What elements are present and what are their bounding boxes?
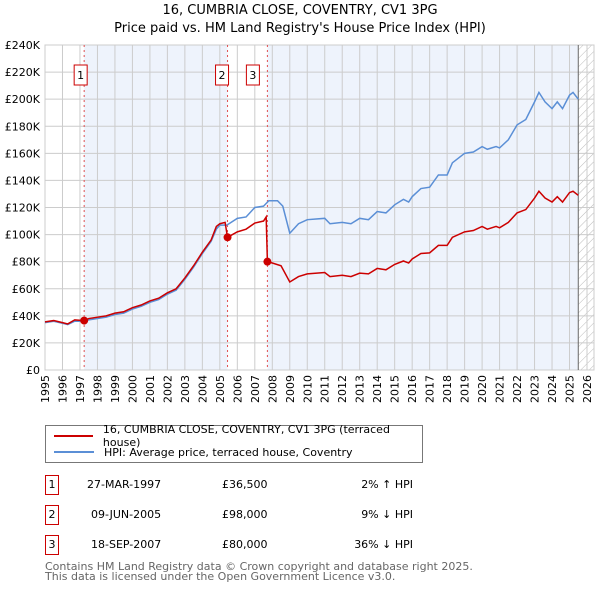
x-tick-label: 2011	[319, 375, 332, 403]
x-tick-label: 2013	[354, 375, 367, 403]
sale-date: 09-JUN-2005	[91, 508, 162, 521]
x-tick-label: 1999	[109, 375, 122, 403]
x-tick-label: 2006	[231, 375, 244, 403]
x-tick-label: 2024	[546, 375, 559, 403]
sale-marker-label: 2	[219, 69, 226, 82]
sale-row: 3 18-SEP-2007 £80,000 36% ↓ HPI	[45, 535, 445, 555]
y-tick-label: £220K	[5, 66, 41, 79]
y-tick-label: £140K	[5, 174, 41, 187]
x-tick-label: 2007	[249, 375, 262, 403]
y-tick-label: £100K	[5, 229, 41, 242]
legend: 16, CUMBRIA CLOSE, COVENTRY, CV1 3PG (te…	[45, 423, 423, 463]
sale-marker-label: 2	[45, 505, 59, 525]
sale-price: £36,500	[222, 478, 268, 491]
y-tick-label: £200K	[5, 93, 41, 106]
x-tick-label: 2016	[406, 375, 419, 403]
chart-subtitle: Price paid vs. HM Land Registry's House …	[114, 21, 486, 36]
x-tick-label: 2025	[564, 375, 577, 403]
x-tick-label: 2008	[266, 375, 279, 403]
y-tick-label: £160K	[5, 147, 41, 160]
chart: 1995 1996 1997 1998 1999 2000 2001 2002 2003 2004…	[5, 39, 595, 403]
sale-point	[223, 233, 232, 242]
x-tick-label: 2026	[581, 375, 594, 403]
sale-marker-label: 3	[249, 69, 256, 82]
sale-marker-label: 1	[77, 69, 84, 82]
legend-label: HPI: Average price, terraced house, Cove…	[104, 445, 353, 459]
x-tick-label: 2010	[301, 375, 314, 403]
x-tick-label: 2014	[371, 375, 384, 403]
x-tick-label: 1998	[91, 375, 104, 403]
sale-hpi: 2% ↑ HPI	[361, 478, 413, 491]
x-tick-label: 2019	[459, 375, 472, 403]
sale-price: £80,000	[222, 538, 268, 551]
hpi-line	[44, 90, 579, 326]
sale-price: £98,000	[222, 508, 268, 521]
chart-title: 16, CUMBRIA CLOSE, COVENTRY, CV1 3PG	[162, 3, 438, 18]
y-tick-label: £40K	[12, 310, 41, 323]
plot-frame	[44, 44, 595, 371]
x-tick-label: 2000	[126, 375, 139, 403]
sale-date: 18-SEP-2007	[91, 538, 162, 551]
sale-hpi: 9% ↓ HPI	[361, 508, 413, 521]
footer-copyright: Contains HM Land Registry data © Crown c…	[45, 560, 473, 573]
y-tick-label: £60K	[12, 283, 41, 296]
x-tick-label: 2015	[389, 375, 402, 403]
x-tick-label: 2005	[214, 375, 227, 403]
legend-item-hpi: HPI: Average price, terraced house, Cove…	[54, 444, 353, 460]
price-paid-line	[44, 190, 579, 325]
x-tick-label: 2009	[284, 375, 297, 403]
sale-hpi: 36% ↓ HPI	[354, 538, 413, 551]
y-tick-label: £20K	[12, 337, 41, 350]
y-tick-label: £240K	[5, 39, 41, 52]
sale-row: 2 09-JUN-2005 £98,000 9% ↓ HPI	[45, 505, 445, 525]
legend-label: 16, CUMBRIA CLOSE, COVENTRY, CV1 3PG (te…	[102, 423, 390, 449]
x-tick-label: 2012	[336, 375, 349, 403]
x-tick-label: 2002	[161, 375, 174, 403]
x-tick-label: 1997	[74, 375, 87, 403]
x-tick-label: 2003	[179, 375, 192, 403]
y-tick-label: £180K	[5, 120, 41, 133]
sale-date: 27-MAR-1997	[87, 478, 162, 491]
legend-swatch-blue	[54, 451, 94, 453]
x-tick-label: 1996	[56, 375, 69, 403]
legend-item-property: 16, CUMBRIA CLOSE, COVENTRY, CV1 3PG (te…	[54, 423, 422, 449]
x-tick-label: 2001	[144, 375, 157, 403]
sale-point	[80, 316, 89, 325]
sale-marker-label: 3	[45, 535, 59, 555]
x-tick-label: 2017	[424, 375, 437, 403]
x-tick-label: 1995	[39, 375, 52, 403]
x-tick-label: 2004	[196, 375, 209, 403]
sale-row: 1 27-MAR-1997 £36,500 2% ↑ HPI	[45, 475, 445, 495]
sale-marker-box	[245, 64, 260, 86]
y-tick-label: £80K	[12, 256, 41, 269]
x-tick-label: 2018	[441, 375, 454, 403]
x-tick-label: 2022	[511, 375, 524, 403]
sale-marker-label: 1	[45, 475, 59, 495]
x-tick-label: 2021	[494, 375, 507, 403]
footer-licence: This data is licensed under the Open Gov…	[45, 570, 396, 583]
legend-swatch-red	[54, 435, 93, 437]
x-tick-label: 2023	[529, 375, 542, 403]
sale-point	[263, 257, 272, 266]
x-tick-label: 2020	[476, 375, 489, 403]
sale-marker-box	[73, 64, 88, 86]
sale-marker-box	[215, 64, 230, 86]
y-tick-label: £0	[26, 364, 40, 377]
y-tick-label: £120K	[5, 202, 41, 215]
